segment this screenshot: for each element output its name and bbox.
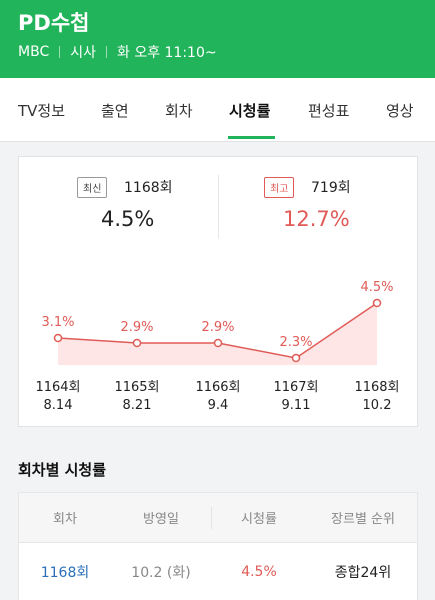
x-tick-1167: 1167회 9.11	[266, 379, 326, 415]
highest-episode: 719회	[311, 180, 351, 196]
table-header: 회차 방영일 시청률 장르별 순위	[19, 493, 417, 543]
tab-bar: TV정보 출연 회차 시청률 편성표 영상	[0, 78, 435, 142]
meta-divider	[59, 46, 61, 58]
latest-rating: 4.5%	[101, 207, 155, 231]
column-divider	[211, 507, 212, 529]
data-label: 2.9%	[201, 320, 234, 335]
header-genre-rank: 장르별 순위	[331, 512, 395, 527]
tab-tv-info[interactable]: TV정보	[18, 102, 66, 120]
schedule-label: 화 오후 11:10~	[116, 45, 217, 61]
data-label: 2.3%	[279, 335, 312, 350]
active-tab-indicator	[228, 136, 275, 139]
episode-link[interactable]: 1168회	[40, 565, 90, 581]
tab-video[interactable]: 영상	[386, 102, 414, 120]
stat-divider	[218, 175, 219, 239]
x-tick-episode: 1166회	[195, 380, 241, 395]
data-point	[213, 338, 223, 348]
program-header: PD수첩 MBC 시사 화 오후 11:10~	[0, 0, 435, 78]
genre-label: 시사	[70, 45, 96, 61]
channel-label: MBC	[18, 44, 50, 60]
x-tick-1165: 1165회 8.21	[107, 379, 167, 415]
x-tick-episode: 1168회	[354, 380, 400, 395]
rating-value: 4.5%	[241, 564, 277, 580]
air-date: 10.2 (화)	[131, 565, 191, 581]
data-point	[372, 298, 382, 308]
x-tick-date: 10.2	[362, 398, 392, 413]
data-point	[291, 353, 301, 363]
x-tick-1164: 1164회 8.14	[28, 379, 88, 415]
tab-episodes[interactable]: 회차	[165, 102, 193, 120]
latest-badge: 최신	[77, 177, 108, 198]
highest-badge: 최고	[264, 177, 295, 198]
x-tick-1168: 1168회 10.2	[347, 379, 407, 415]
x-tick-1166: 1166회 9.4	[188, 379, 248, 415]
program-title: PD수첩	[18, 11, 90, 35]
tab-cast[interactable]: 출연	[101, 102, 129, 120]
ratings-summary-card: 최신 1168회 4.5% 최고 719회 12.7% 3.1% 2.9% 2.9%…	[18, 156, 418, 427]
genre-rank: 종합24위	[334, 565, 392, 581]
x-tick-episode: 1167회	[273, 380, 319, 395]
latest-episode: 1168회	[124, 180, 173, 196]
data-point	[53, 333, 63, 343]
header-rating: 시청률	[241, 512, 277, 527]
table-row: 1168회 10.2 (화) 4.5% 종합24위	[19, 543, 417, 600]
tab-schedule[interactable]: 편성표	[308, 102, 350, 120]
x-tick-date: 8.21	[122, 398, 152, 413]
x-tick-date: 8.14	[43, 398, 73, 413]
data-label: 3.1%	[41, 315, 74, 330]
episode-ratings-table: 회차 방영일 시청률 장르별 순위 1168회 10.2 (화) 4.5% 종합…	[18, 492, 418, 600]
x-tick-date: 9.4	[207, 398, 229, 413]
tab-ratings[interactable]: 시청률	[229, 102, 271, 120]
section-title: 회차별 시청률	[18, 461, 107, 479]
header-air-date: 방영일	[143, 512, 179, 527]
program-meta: MBC 시사 화 오후 11:10~	[18, 42, 217, 62]
highest-rating: 12.7%	[283, 207, 350, 231]
meta-divider	[105, 46, 107, 58]
ratings-trend-chart: 3.1% 2.9% 2.9% 2.3% 4.5%	[41, 280, 394, 365]
x-tick-episode: 1165회	[114, 380, 160, 395]
data-label: 2.9%	[120, 320, 153, 335]
x-tick-date: 9.11	[281, 398, 311, 413]
ratings-area-fill	[58, 303, 377, 365]
x-tick-episode: 1164회	[35, 380, 81, 395]
data-label: 4.5%	[360, 280, 393, 295]
data-point	[132, 338, 142, 348]
header-episode: 회차	[53, 512, 77, 527]
